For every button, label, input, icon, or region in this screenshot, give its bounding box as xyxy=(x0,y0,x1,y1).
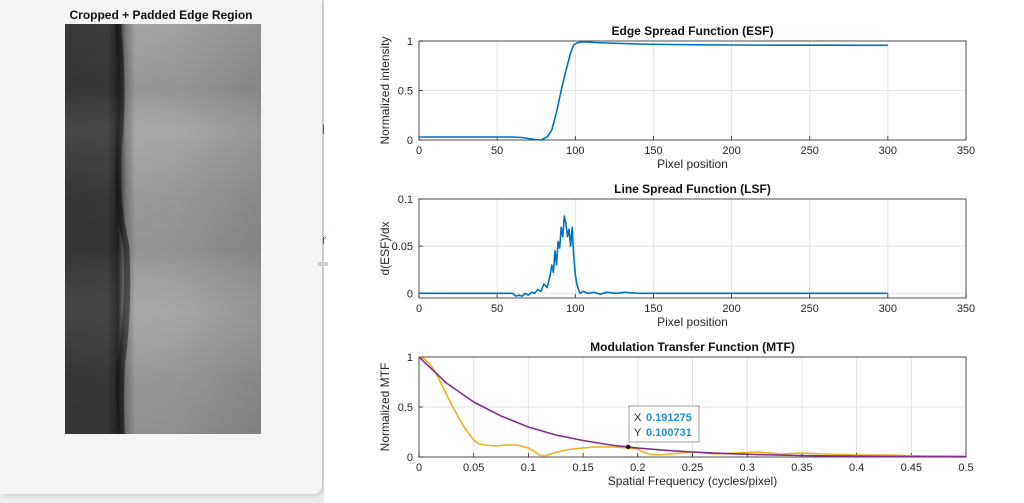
y-axis-label: d(ESF)/dx xyxy=(378,221,392,275)
chart-2: 0 0.05 0.1 0.15 0.2 0.25 0.3 0.35 0.4 0.45 0.5 0 0.5… xyxy=(378,340,974,488)
y-axis-label: Normalized MTF xyxy=(378,363,392,452)
datatip-marker xyxy=(625,444,631,450)
chart-title: Modulation Transfer Function (MTF) xyxy=(590,340,795,354)
y-axis-label: Normalized intensity xyxy=(378,36,392,144)
x-tick-label: 0.05 xyxy=(463,462,484,474)
axes-box xyxy=(418,198,967,299)
x-tick-label: 350 xyxy=(957,145,975,157)
x-tick-label: 0.45 xyxy=(901,462,922,474)
y-tick-label: 1 xyxy=(407,36,413,48)
datatip-y-label: Y xyxy=(634,427,642,439)
chart-title: Edge Spread Function (ESF) xyxy=(611,24,773,38)
x-tick-label: 150 xyxy=(644,303,662,315)
x-tick-label: 200 xyxy=(722,145,740,157)
datatip-x-value: 0.191275 xyxy=(646,412,692,424)
datatip-y-value: 0.100731 xyxy=(646,427,692,439)
datatip-x-label: X xyxy=(634,412,642,424)
x-tick-label: 100 xyxy=(566,145,584,157)
background-glyph: r xyxy=(322,232,327,247)
x-tick-label: 200 xyxy=(722,303,740,315)
x-tick-label: 300 xyxy=(879,145,897,157)
x-tick-label: 350 xyxy=(957,303,975,315)
x-axis-label: Pixel position xyxy=(657,315,728,329)
x-tick-label: 0.2 xyxy=(630,462,645,474)
x-tick-label: 0 xyxy=(416,462,422,474)
x-tick-label: 0.4 xyxy=(849,462,864,474)
x-tick-label: 0 xyxy=(416,145,422,157)
edge-region-image xyxy=(65,24,261,434)
x-tick-label: 100 xyxy=(566,303,584,315)
x-tick-label: 0 xyxy=(416,303,422,315)
x-tick-label: 50 xyxy=(491,145,503,157)
x-tick-label: 0.5 xyxy=(958,462,973,474)
x-tick-label: 250 xyxy=(801,145,819,157)
y-tick-label: 0.5 xyxy=(398,86,413,98)
edge-region-title: Cropped + Padded Edge Region xyxy=(69,8,253,22)
series-line xyxy=(418,356,966,457)
datatip-box xyxy=(628,405,700,443)
x-tick-label: 50 xyxy=(491,303,503,315)
y-tick-label: 0.5 xyxy=(398,402,413,414)
y-tick-label: 0.05 xyxy=(392,241,413,253)
y-tick-label: 0.1 xyxy=(398,194,413,206)
x-tick-label: 0.25 xyxy=(682,462,703,474)
chart-1: 0 50 100 150 200 250 300 350 0 0.05 0.1 Line Spread… xyxy=(378,182,975,329)
series-line xyxy=(418,356,967,458)
background-divider xyxy=(318,262,328,266)
x-tick-label: 0.1 xyxy=(521,462,536,474)
x-tick-label: 300 xyxy=(879,303,897,315)
y-tick-label: 1 xyxy=(407,352,413,364)
chart-0: 0 50 100 150 200 250 300 350 0 0.5 1 Edge Spread Fu… xyxy=(378,24,975,171)
background-glyph: l xyxy=(322,122,325,137)
x-axis-label: Spatial Frequency (cycles/pixel) xyxy=(608,474,777,488)
x-tick-label: 150 xyxy=(644,145,662,157)
edge-region-figure-window: Cropped + Padded Edge Region xyxy=(0,0,322,494)
x-tick-label: 0.15 xyxy=(572,462,593,474)
y-tick-label: 0 xyxy=(407,452,413,464)
x-tick-label: 0.35 xyxy=(791,462,812,474)
x-axis-label: Pixel position xyxy=(657,157,728,171)
y-tick-label: 0 xyxy=(407,135,413,147)
x-tick-label: 250 xyxy=(801,303,819,315)
chart-title: Line Spread Function (LSF) xyxy=(614,182,771,196)
plot-area xyxy=(419,199,966,298)
x-tick-label: 0.3 xyxy=(740,462,755,474)
series-line xyxy=(419,41,888,141)
y-tick-label: 0 xyxy=(407,288,413,300)
series-line xyxy=(419,215,888,297)
